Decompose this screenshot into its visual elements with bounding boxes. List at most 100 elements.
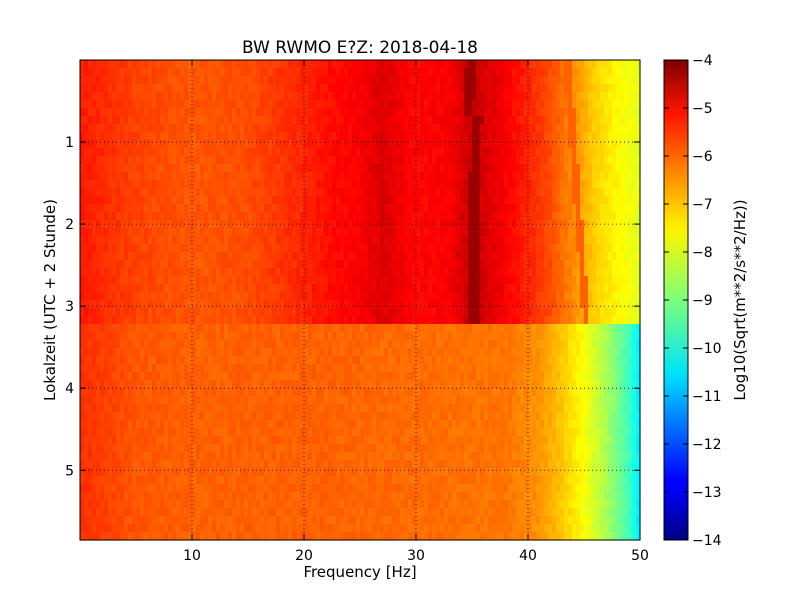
- heatmap-cell: [432, 108, 437, 117]
- heatmap-cell: [340, 172, 345, 181]
- heatmap-cell: [256, 284, 261, 293]
- heatmap-cell: [88, 100, 93, 109]
- heatmap-cell: [392, 188, 397, 197]
- heatmap-cell: [316, 244, 321, 253]
- heatmap-cell: [456, 60, 461, 69]
- heatmap-cell: [184, 252, 189, 261]
- heatmap-cell: [256, 220, 261, 229]
- heatmap-cell: [388, 132, 393, 141]
- heatmap-cell: [376, 196, 381, 205]
- heatmap-cell: [328, 220, 333, 229]
- heatmap-cell: [560, 132, 565, 141]
- heatmap-cell: [488, 180, 493, 189]
- heatmap-cell: [212, 132, 217, 141]
- heatmap-cell: [152, 316, 157, 325]
- heatmap-cell: [500, 124, 505, 133]
- heatmap-cell: [232, 340, 237, 349]
- heatmap-cell: [336, 132, 341, 141]
- heatmap-cell: [348, 260, 353, 269]
- heatmap-cell: [512, 196, 517, 205]
- heatmap-cell: [320, 340, 325, 349]
- heatmap-cell: [208, 332, 213, 341]
- heatmap-cell: [592, 316, 597, 325]
- heatmap-cell: [436, 180, 441, 189]
- heatmap-cell: [332, 100, 337, 109]
- heatmap-cell: [340, 180, 345, 189]
- heatmap-cell: [288, 116, 293, 125]
- heatmap-cell: [564, 220, 569, 229]
- heatmap-cell: [636, 212, 641, 221]
- heatmap-cell: [148, 316, 153, 325]
- heatmap-cell: [400, 164, 405, 173]
- heatmap-cell: [308, 84, 313, 93]
- heatmap-cell: [560, 284, 565, 293]
- heatmap-cell: [120, 332, 125, 341]
- heatmap-cell: [316, 60, 321, 69]
- heatmap-cell: [572, 60, 577, 69]
- heatmap-cell: [180, 268, 185, 277]
- heatmap-cell: [592, 308, 597, 317]
- heatmap-cell: [208, 140, 213, 149]
- heatmap-cell: [104, 276, 109, 285]
- heatmap-cell: [124, 284, 129, 293]
- heatmap-cell: [116, 172, 121, 181]
- heatmap-cell: [160, 308, 165, 317]
- heatmap-cell: [208, 204, 213, 213]
- heatmap-cell: [176, 92, 181, 101]
- heatmap-cell: [236, 132, 241, 141]
- heatmap-cell: [108, 316, 113, 325]
- heatmap-cell: [312, 132, 317, 141]
- heatmap-cell: [216, 284, 221, 293]
- heatmap-cell: [324, 68, 329, 77]
- heatmap-cell: [360, 316, 365, 325]
- heatmap-cell: [324, 308, 329, 317]
- heatmap-cell: [548, 268, 553, 277]
- heatmap-cell: [332, 124, 337, 133]
- heatmap-cell: [84, 148, 89, 157]
- heatmap-cell: [380, 236, 385, 245]
- heatmap-cell: [228, 68, 233, 77]
- heatmap-cell: [544, 308, 549, 317]
- heatmap-cell: [576, 132, 581, 141]
- heatmap-cell: [372, 252, 377, 261]
- heatmap-cell: [312, 308, 317, 317]
- heatmap-cell: [108, 100, 113, 109]
- heatmap-cell: [484, 156, 489, 165]
- heatmap-cell: [96, 268, 101, 277]
- heatmap-cell: [516, 228, 521, 237]
- heatmap-cell: [192, 260, 197, 269]
- heatmap-cell: [280, 292, 285, 301]
- heatmap-cell: [352, 332, 357, 341]
- heatmap-cell: [540, 308, 545, 317]
- heatmap-cell: [100, 172, 105, 181]
- heatmap-cell: [340, 332, 345, 341]
- heatmap-cell: [468, 60, 473, 69]
- heatmap-cell: [424, 188, 429, 197]
- heatmap-cell: [500, 324, 505, 333]
- heatmap-cell: [516, 332, 521, 341]
- heatmap-cell: [260, 236, 265, 245]
- heatmap-cell: [484, 284, 489, 293]
- heatmap-cell: [528, 84, 533, 93]
- heatmap-cell: [336, 212, 341, 221]
- heatmap-cell: [468, 212, 473, 221]
- heatmap-cell: [620, 140, 625, 149]
- heatmap-cell: [544, 220, 549, 229]
- heatmap-cell: [200, 124, 205, 133]
- heatmap-cell: [488, 324, 493, 333]
- heatmap-cell: [360, 84, 365, 93]
- heatmap-cell: [600, 164, 605, 173]
- heatmap-cell: [156, 140, 161, 149]
- heatmap-cell: [460, 244, 465, 253]
- heatmap-cell: [496, 76, 501, 85]
- heatmap-cell: [472, 132, 477, 141]
- heatmap-cell: [144, 292, 149, 301]
- heatmap-cell: [168, 316, 173, 325]
- heatmap-cell: [456, 164, 461, 173]
- heatmap-cell: [368, 196, 373, 205]
- heatmap-cell: [392, 340, 397, 349]
- heatmap-cell: [560, 276, 565, 285]
- heatmap-cell: [252, 332, 257, 341]
- heatmap-cell: [480, 212, 485, 221]
- heatmap-cell: [556, 100, 561, 109]
